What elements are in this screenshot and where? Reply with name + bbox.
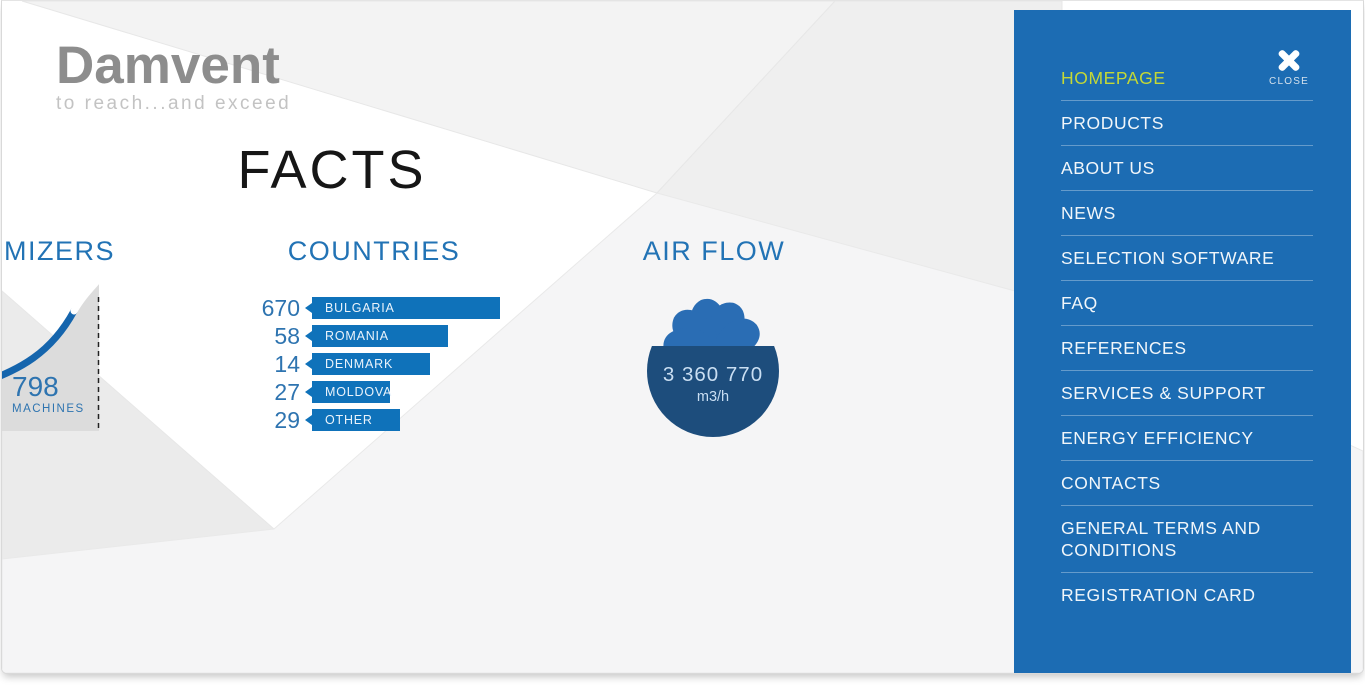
airflow-value: 3 360 770 <box>662 363 764 386</box>
country-value: 670 <box>261 295 300 321</box>
country-bar: MOLDOVA <box>305 381 391 403</box>
navigation-menu-panel: CLOSE HOMEPAGE PRODUCTS ABOUT US NEWS SELECT… <box>1014 10 1351 673</box>
menu-item-homepage[interactable]: HOMEPAGE <box>1061 56 1313 101</box>
menu-item-label: SELECTION SOFTWARE <box>1061 248 1275 268</box>
menu-item-label: FAQ <box>1061 293 1098 313</box>
menu-item-faq[interactable]: FAQ <box>1061 281 1313 326</box>
airflow-unit: m3/h <box>696 389 730 405</box>
menu-item-label: REGISTRATION CARD <box>1061 585 1256 605</box>
country-bar: DENMARK <box>305 353 430 375</box>
menu-item-references[interactable]: REFERENCES <box>1061 326 1313 371</box>
fan-icon <box>647 298 779 437</box>
menu-item-news[interactable]: NEWS <box>1061 191 1313 236</box>
logo-tagline: to reach...and exceed <box>56 93 292 114</box>
menu-item-label: HOMEPAGE <box>1061 68 1166 88</box>
country-value: 58 <box>274 323 300 349</box>
menu-item-services-support[interactable]: SERVICES & SUPPORT <box>1061 371 1313 416</box>
menu-item-label: PRODUCTS <box>1061 113 1164 133</box>
menu-item-label: ENERGY EFFICIENCY <box>1061 428 1254 448</box>
country-value: 14 <box>274 351 300 377</box>
machines-count-label: MACHINES <box>12 403 85 415</box>
menu-item-energy-efficiency[interactable]: ENERGY EFFICIENCY <box>1061 416 1313 461</box>
country-bar: BULGARIA <box>305 297 500 319</box>
country-bar: OTHER <box>305 409 400 431</box>
page-title: FACTS <box>237 140 427 200</box>
country-value: 27 <box>274 379 300 405</box>
menu-close-button[interactable]: CLOSE <box>1264 46 1314 87</box>
countries-bar-chart: 670 BULGARIA 58 ROMANIA 14 DENMARK 27 MOLDOVA 29… <box>240 297 500 437</box>
section-title-airflow: AIR FLOW <box>642 236 786 266</box>
country-bar: ROMANIA <box>305 325 448 347</box>
menu-item-products[interactable]: PRODUCTS <box>1061 101 1313 146</box>
menu-item-general-terms-and-conditions[interactable]: GENERAL TERMS AND CONDITIONS <box>1061 506 1313 573</box>
country-row: 14 DENMARK <box>240 351 500 377</box>
economizers-growth-chart <box>2 275 103 431</box>
country-row: 670 BULGARIA <box>240 295 500 321</box>
menu-item-label: NEWS <box>1061 203 1116 223</box>
country-row: 27 MOLDOVA <box>240 379 500 405</box>
logo[interactable]: Damvent to reach...and exceed <box>56 39 291 115</box>
menu-item-about-us[interactable]: ABOUT US <box>1061 146 1313 191</box>
menu-item-label: ABOUT US <box>1061 158 1155 178</box>
menu-item-label: CONTACTS <box>1061 473 1161 493</box>
menu-item-label: REFERENCES <box>1061 338 1187 358</box>
country-row: 29 OTHER <box>240 407 500 433</box>
menu-item-label: SERVICES & SUPPORT <box>1061 383 1266 403</box>
machines-count: 798 <box>12 371 59 402</box>
section-title-economizers: MIZERS <box>4 236 116 266</box>
section-title-countries: COUNTRIES <box>287 236 461 266</box>
menu-item-contacts[interactable]: CONTACTS <box>1061 461 1313 506</box>
close-icon <box>1275 46 1303 74</box>
menu-item-label: GENERAL TERMS AND CONDITIONS <box>1061 518 1261 560</box>
menu-item-selection-software[interactable]: SELECTION SOFTWARE <box>1061 236 1313 281</box>
close-label: CLOSE <box>1269 76 1309 87</box>
logo-wordmark: Damvent <box>56 36 280 95</box>
country-row: 58 ROMANIA <box>240 323 500 349</box>
menu-item-registration-card[interactable]: REGISTRATION CARD <box>1061 573 1313 617</box>
country-value: 29 <box>274 407 300 433</box>
navigation-menu-list: HOMEPAGE PRODUCTS ABOUT US NEWS SELECTION SO… <box>1014 56 1351 617</box>
